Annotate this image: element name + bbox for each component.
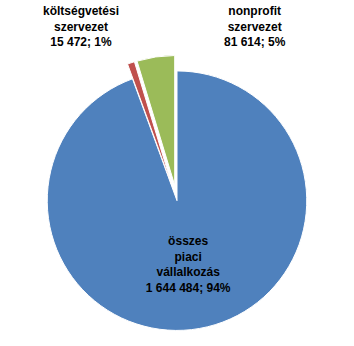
svg-text:költségvetésiszervezet15 472;: költségvetésiszervezet15 472; 1% [43, 4, 119, 49]
svg-text:nonprofitszervezet81 614; 5%: nonprofitszervezet81 614; 5% [224, 4, 286, 49]
svg-text:összespiacivállalkozás1 644 48: összespiacivállalkozás1 644 484; 94% [146, 234, 231, 295]
